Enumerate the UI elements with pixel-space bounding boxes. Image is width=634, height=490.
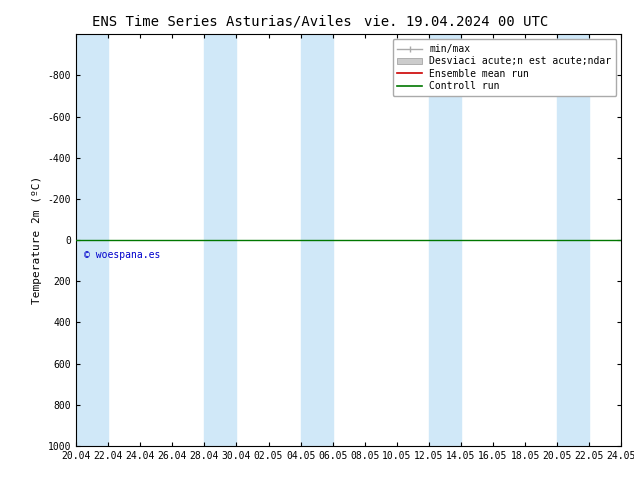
Y-axis label: Temperature 2m (ºC): Temperature 2m (ºC) xyxy=(32,176,42,304)
Bar xyxy=(429,34,461,446)
Text: ENS Time Series Asturias/Aviles: ENS Time Series Asturias/Aviles xyxy=(92,15,352,29)
Legend: min/max, Desviaci acute;n est acute;ndar, Ensemble mean run, Controll run: min/max, Desviaci acute;n est acute;ndar… xyxy=(392,39,616,96)
Bar xyxy=(76,34,108,446)
Bar xyxy=(557,34,589,446)
Bar xyxy=(204,34,236,446)
Text: © woespana.es: © woespana.es xyxy=(84,250,160,260)
Bar xyxy=(301,34,333,446)
Text: vie. 19.04.2024 00 UTC: vie. 19.04.2024 00 UTC xyxy=(365,15,548,29)
